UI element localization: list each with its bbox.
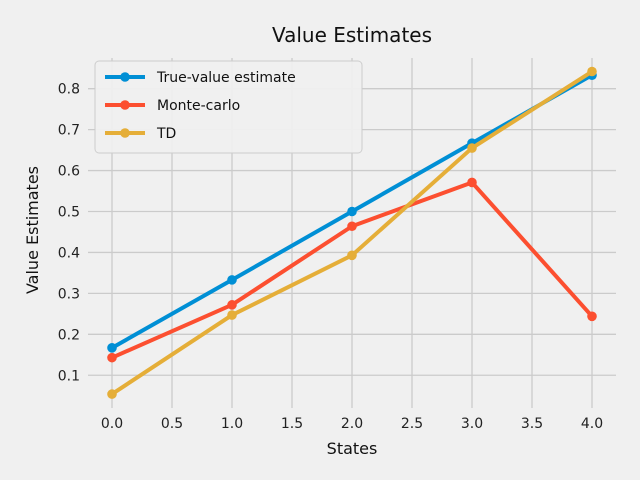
data-point xyxy=(107,343,117,353)
data-point xyxy=(227,310,237,320)
y-tick-label: 0.6 xyxy=(58,164,80,180)
x-tick-label: 2.5 xyxy=(401,416,423,432)
x-axis-label: States xyxy=(327,439,378,458)
legend-swatch-marker xyxy=(120,100,130,110)
x-tick-label: 2.0 xyxy=(341,416,363,432)
y-tick-label: 0.4 xyxy=(58,245,80,261)
x-tick-label: 0.5 xyxy=(161,416,183,432)
series-2 xyxy=(107,66,597,399)
y-tick-label: 0.3 xyxy=(58,286,80,302)
data-point xyxy=(587,311,597,322)
y-tick-label: 0.7 xyxy=(58,123,80,139)
legend-label: True-value estimate xyxy=(156,70,296,86)
legend-swatch-marker xyxy=(120,128,130,138)
tick-labels: 0.0 0.5 1.0 1.5 2.0 2.5 3.0 3.5 4.0 0.1 0.2 0.3 0.4 0… xyxy=(58,82,603,432)
legend-label: Monte-carlo xyxy=(157,98,240,114)
series-layer xyxy=(107,66,597,399)
data-point xyxy=(467,177,477,188)
y-tick-label: 0.2 xyxy=(58,327,80,343)
legend-label: TD xyxy=(156,126,176,142)
series-1 xyxy=(107,177,597,363)
data-point xyxy=(347,250,357,261)
x-tick-label: 0.0 xyxy=(101,416,123,432)
data-point xyxy=(347,221,357,232)
data-point xyxy=(107,389,117,399)
data-point xyxy=(227,300,237,310)
data-point xyxy=(107,352,117,363)
x-tick-label: 3.0 xyxy=(461,416,483,432)
legend-swatch-marker xyxy=(120,72,130,82)
x-tick-label: 1.5 xyxy=(281,416,303,432)
x-tick-label: 4.0 xyxy=(581,416,603,432)
x-tick-label: 1.0 xyxy=(221,416,243,432)
data-point xyxy=(587,66,597,77)
data-point xyxy=(467,143,477,153)
data-point xyxy=(347,206,357,217)
legend: True-value estimate Monte-carlo TD xyxy=(94,60,363,154)
x-tick-label: 3.5 xyxy=(521,416,543,432)
data-point xyxy=(227,275,237,285)
y-tick-label: 0.5 xyxy=(58,205,80,221)
y-axis-label: Value Estimates xyxy=(23,166,42,294)
y-tick-label: 0.1 xyxy=(58,368,80,384)
y-tick-label: 0.8 xyxy=(58,82,80,98)
legend-box xyxy=(94,60,363,154)
chart-title: Value Estimates xyxy=(272,23,432,47)
